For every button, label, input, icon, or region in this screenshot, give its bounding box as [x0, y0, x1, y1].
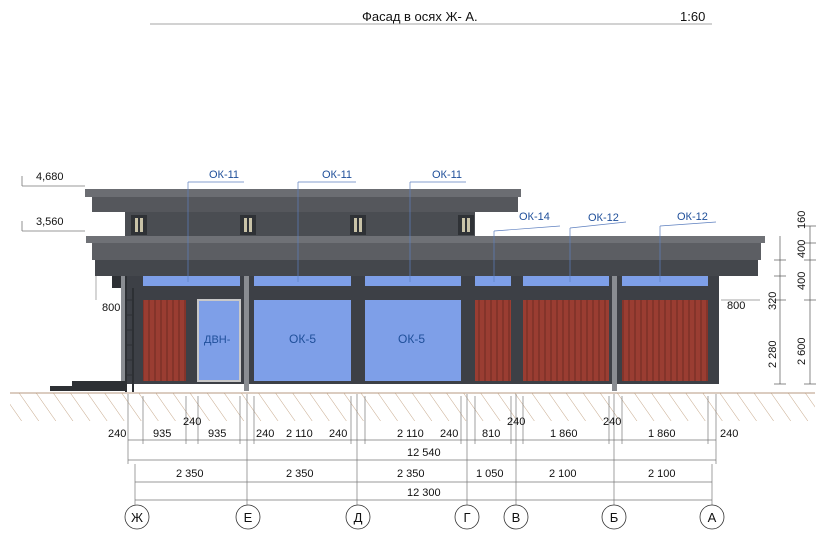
upper-roof-cap [85, 189, 521, 197]
axis-bubble-zh [124, 504, 150, 530]
vdim-2600: 2 600 [796, 337, 808, 365]
cladding-panel-right-b [622, 300, 708, 381]
axis-bubble-a [699, 504, 725, 530]
downpipes [121, 276, 617, 391]
dim-r2-0: 240 [108, 428, 126, 440]
axis-label-e: Е [244, 510, 253, 525]
axis-bubbles: Ж Е Д Г В Б А [124, 504, 725, 530]
mark-ok11-c: ОК-11 [432, 169, 462, 181]
mark-leaders [187, 181, 717, 282]
vdim-400-b: 400 [796, 272, 808, 290]
axis-label-b: Б [610, 510, 619, 525]
dim-total-12300: 12 300 [407, 487, 441, 499]
dim-240-upper-a: 240 [183, 416, 201, 428]
axis-label-a: А [708, 510, 717, 525]
vdim-320: 320 [767, 292, 779, 310]
dim-r2-4: 2 110 [286, 428, 313, 440]
dim-r2-1: 935 [153, 428, 171, 440]
axis-label-g: Г [463, 510, 470, 525]
left-ladder [125, 288, 134, 392]
dim-r2-6: 2 110 [397, 428, 424, 440]
mark-dvn: ДВН- [204, 334, 231, 346]
dim-r2-5: 240 [329, 428, 347, 440]
drawing-scale: 1:60 [680, 9, 705, 24]
window-ok5-b [365, 300, 461, 381]
mark-ok12-a: ОК-12 [588, 212, 619, 224]
axis-bubble-b [601, 504, 627, 530]
dim-r2-2: 935 [208, 428, 226, 440]
dim-r3-5: 2 100 [648, 468, 676, 480]
dim-r2-10: 1 860 [648, 428, 676, 440]
lower-roof-fascia [92, 243, 761, 260]
vdim-2280: 2 280 [767, 340, 779, 368]
axis-label-zh: Ж [131, 510, 143, 525]
cladding-panel-right-a [523, 300, 609, 381]
axis-bubble-v [503, 504, 529, 530]
left-dim-800: 800 [102, 302, 120, 314]
cladding-panel-left [143, 300, 186, 381]
dim-r2-8: 810 [482, 428, 500, 440]
mark-ok5-b: ОК-5 [398, 332, 425, 346]
axis-bubble-d [345, 504, 371, 530]
mark-ok5-a: ОК-5 [289, 332, 316, 346]
dim-r2-11: 240 [720, 428, 738, 440]
upper-glazing [143, 276, 708, 286]
upper-roof-fascia [92, 197, 518, 212]
dim-lines [127, 394, 717, 508]
clerestory-wall [125, 212, 475, 238]
dim-r3-0: 2 350 [176, 468, 204, 480]
dim-r3-4: 2 100 [549, 468, 577, 480]
right-dim-800: 800 [727, 300, 745, 312]
axis-label-v: В [512, 510, 521, 525]
axis-label-d: Д [354, 510, 363, 525]
dim-240-upper-b: 240 [507, 416, 525, 428]
level-second: 3,560 [36, 216, 64, 228]
ground-hatch [10, 393, 815, 421]
dim-row-2: 240 935 935 240 2 110 240 2 110 240 810 … [108, 428, 738, 440]
dim-240-upper-c: 240 [603, 416, 621, 428]
door-dvn [197, 299, 241, 382]
right-vertical-dims [774, 225, 816, 385]
dim-r2-7: 240 [440, 428, 458, 440]
axis-bubble-g [454, 504, 480, 530]
mark-ok14: ОК-14 [519, 211, 550, 223]
dim-r3-3: 1 050 [476, 468, 504, 480]
mark-ok11-a: ОК-11 [209, 169, 239, 181]
mark-ok11-b: ОК-11 [322, 169, 352, 181]
dim-row-3: 2 350 2 350 2 350 1 050 2 100 2 100 [176, 468, 676, 480]
dim-r3-1: 2 350 [286, 468, 314, 480]
axis-bubble-e [235, 504, 261, 530]
vdim-400-a: 400 [796, 240, 808, 258]
dim-r2-9: 1 860 [550, 428, 578, 440]
level-top: 4,680 [36, 171, 64, 183]
drawing-title: Фасад в осях Ж- А. [362, 9, 478, 24]
mark-ok12-b: ОК-12 [677, 211, 708, 223]
vdim-160: 160 [796, 211, 808, 229]
lower-roof-soffit [95, 260, 758, 276]
cladding-panel-mid [475, 300, 511, 381]
entry-step-low [50, 386, 127, 391]
dim-r2-3: 240 [256, 428, 274, 440]
entry-step-high [72, 381, 127, 386]
dim-total-12540: 12 540 [407, 447, 441, 459]
level-markers: 4,680 3,560 [21, 171, 85, 232]
lower-roof-cap [86, 236, 765, 243]
window-ok5-a [254, 300, 351, 381]
clerestory-vents [131, 215, 474, 235]
dim-r3-2: 2 350 [397, 468, 425, 480]
